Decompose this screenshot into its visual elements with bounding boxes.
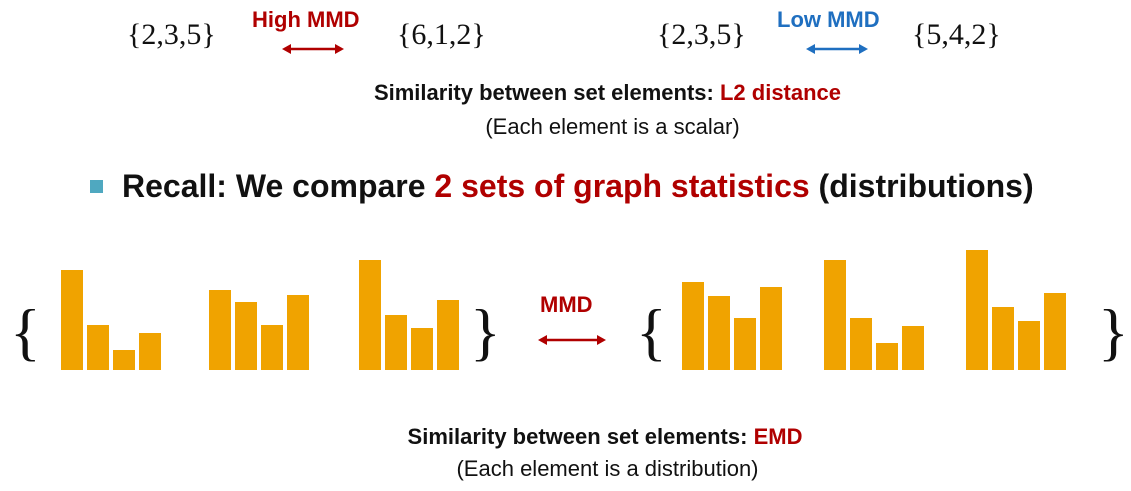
recall-prefix: Recall: We compare <box>122 168 435 204</box>
left-set-hist-1-bar-2 <box>87 325 109 370</box>
mmd-label: MMD <box>540 292 593 317</box>
right-set-hist-2-bar-2 <box>850 318 872 370</box>
high-mmd-label: High MMD <box>252 7 360 32</box>
right-set-hist-3-bar-4 <box>1044 293 1066 370</box>
left-set-hist-3-bar-4 <box>437 300 459 370</box>
right-set-hist-1-bar-2 <box>708 296 730 370</box>
low-left-set: {2,3,5} <box>657 18 746 51</box>
mmd-arrow <box>538 335 606 345</box>
left-set-hist-1-bar-4 <box>139 333 161 370</box>
similarity-bottom-prefix: Similarity between set elements: <box>407 424 754 449</box>
recall-suffix: (distributions) <box>809 168 1034 204</box>
left-set-hist-2-bar-3 <box>261 325 283 370</box>
similarity-top-prefix: Similarity between set elements: <box>373 80 720 105</box>
right-set-hist-1-bar-4 <box>760 287 782 370</box>
recall-text: Recall: We compare 2 sets of graph stati… <box>122 168 1034 205</box>
left-set-hist-2-bar-4 <box>287 295 309 370</box>
low-right-set: {5,4,2} <box>912 18 1001 51</box>
left-set-hist-1-bar-1 <box>61 270 83 370</box>
low-mmd-label: Low MMD <box>777 7 880 32</box>
low-mmd-arrow <box>806 44 868 54</box>
recall-highlight: 2 sets of graph statistics <box>434 168 810 204</box>
left-set-hist-1-bar-3 <box>113 350 135 370</box>
right-set-hist-1-bar-1 <box>682 282 704 370</box>
right-set-hist-2-bar-4 <box>902 326 924 370</box>
right-set-hist-3-bar-1 <box>966 250 988 370</box>
similarity-top: Similarity between set elements: L2 dist… <box>0 80 1131 106</box>
high-left-set: {2,3,5} <box>127 18 216 51</box>
similarity-bottom-metric: EMD <box>753 424 803 449</box>
right-set-hist-3-bar-3 <box>1018 321 1040 370</box>
right-set-hist-1-bar-3 <box>734 318 756 370</box>
right-set-hist-2-bar-3 <box>876 343 898 370</box>
right-set-hist-2-bar-1 <box>824 260 846 370</box>
right-open-brace: { <box>636 296 667 367</box>
similarity-top-metric: L2 distance <box>719 80 842 105</box>
high-mmd-arrow <box>282 44 344 54</box>
left-open-brace: { <box>10 296 41 367</box>
left-close-brace: } <box>470 296 501 367</box>
similarity-top-note: (Each element is a scalar) <box>485 114 740 139</box>
left-set-hist-2-bar-2 <box>235 302 257 370</box>
similarity-bottom: Similarity between set elements: EMD <box>0 424 1131 450</box>
similarity-bottom-note: (Each element is a distribution) <box>456 456 759 481</box>
right-set-hist-3-bar-2 <box>992 307 1014 370</box>
left-set-hist-2-bar-1 <box>209 290 231 370</box>
high-right-set: {6,1,2} <box>397 18 486 51</box>
left-set-hist-3-bar-1 <box>359 260 381 370</box>
left-set-hist-3-bar-3 <box>411 328 433 370</box>
left-set-hist-3-bar-2 <box>385 315 407 370</box>
right-close-brace: } <box>1098 296 1129 367</box>
bullet-square <box>90 180 103 193</box>
